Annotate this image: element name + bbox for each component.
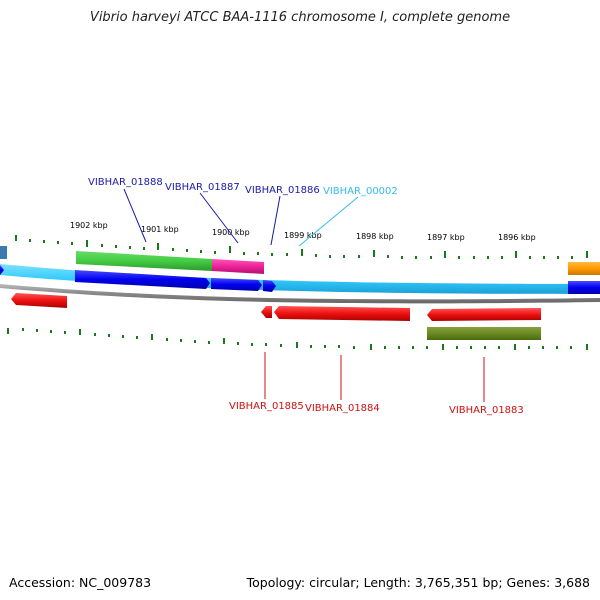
gene-arrow-forward[interactable] bbox=[75, 270, 210, 289]
gene-arrow-reverse[interactable] bbox=[11, 293, 67, 308]
gene-feature-forward[interactable] bbox=[76, 251, 212, 271]
gene-arrow-forward[interactable] bbox=[211, 278, 262, 291]
tick-label: 1896 kbp bbox=[498, 233, 536, 242]
map-title: Vibrio harveyi ATCC BAA-1116 chromosome … bbox=[89, 10, 511, 25]
gene-feature-reverse[interactable] bbox=[427, 327, 541, 340]
label-leader-line bbox=[270, 195, 281, 246]
gene-label[interactable]: VIBHAR_01885 bbox=[229, 401, 304, 412]
gene-label[interactable]: VIBHAR_01888 bbox=[88, 177, 163, 188]
gene-feature-forward[interactable] bbox=[568, 262, 600, 275]
gene-arrow-reverse[interactable] bbox=[274, 306, 410, 321]
gene-arrow-forward[interactable] bbox=[0, 265, 4, 275]
gene-feature-forward[interactable] bbox=[212, 259, 264, 274]
tick-label: 1899 kbp bbox=[284, 231, 322, 240]
gene-arrow-forward[interactable] bbox=[263, 280, 276, 292]
tick-label: 1897 kbp bbox=[427, 233, 465, 242]
inner-ring bbox=[0, 284, 600, 304]
gene-arrow-reverse[interactable] bbox=[261, 306, 272, 318]
gene-label[interactable]: VIBHAR_01886 bbox=[245, 185, 320, 196]
gene-label[interactable]: VIBHAR_01884 bbox=[305, 403, 380, 414]
accession-text: Accession: NC_009783 bbox=[9, 575, 152, 590]
genome-summary-text: Topology: circular; Length: 3,765,351 bp… bbox=[246, 575, 590, 590]
tick-label: 1902 kbp bbox=[70, 221, 108, 230]
gene-arrow-forward[interactable] bbox=[568, 281, 600, 294]
gene-label[interactable]: VIBHAR_00002 bbox=[323, 186, 398, 197]
tick-labels: 1902 kbp 1901 kbp 1900 kbp 1899 kbp 1898… bbox=[70, 221, 536, 242]
label-leader-line bbox=[199, 192, 239, 244]
gene-feature-forward[interactable] bbox=[0, 246, 7, 259]
label-leader-line bbox=[298, 196, 359, 247]
tick-label: 1900 kbp bbox=[212, 228, 250, 237]
label-leader-line bbox=[123, 188, 147, 243]
tick-label: 1901 kbp bbox=[141, 225, 179, 234]
inner-tick-track bbox=[7, 328, 588, 350]
gene-label[interactable]: VIBHAR_01883 bbox=[449, 405, 524, 416]
gene-arrow-reverse[interactable] bbox=[427, 308, 541, 321]
outer-tick-track bbox=[15, 235, 588, 259]
gene-label[interactable]: VIBHAR_01887 bbox=[165, 182, 240, 193]
genome-backbone bbox=[0, 264, 600, 294]
tick-label: 1898 kbp bbox=[356, 232, 394, 241]
